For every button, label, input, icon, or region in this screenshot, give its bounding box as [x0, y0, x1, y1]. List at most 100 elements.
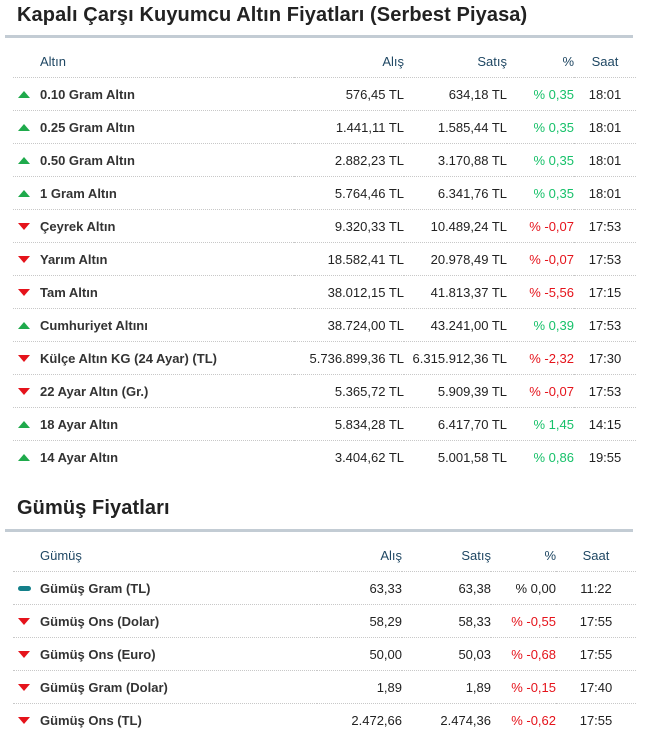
change-percent: % -0,55	[491, 604, 556, 638]
item-name[interactable]: Gümüş Ons (Dolar)	[13, 604, 317, 638]
item-name[interactable]: Külçe Altın KG (24 Ayar) (TL)	[13, 341, 294, 375]
trend-up-icon	[18, 454, 30, 461]
buy-price: 5.764,46 TL	[294, 176, 404, 210]
item-name[interactable]: Gümüş Ons (Euro)	[13, 637, 317, 671]
update-time: 17:53	[574, 242, 636, 276]
item-name[interactable]: Tam Altın	[13, 275, 294, 309]
update-time: 17:53	[574, 209, 636, 243]
col-pct: %	[544, 547, 556, 563]
item-name-label: Gümüş Gram (TL)	[40, 580, 151, 596]
change-percent: % -0,07	[507, 242, 574, 276]
table-row[interactable]: 18 Ayar Altın 5.834,28 TL 6.417,70 TL % …	[13, 407, 636, 441]
sell-price: 41.813,37 TL	[404, 275, 507, 309]
item-name[interactable]: Çeyrek Altın	[13, 209, 294, 243]
item-name-label: Yarım Altın	[40, 251, 108, 267]
trend-down-icon	[18, 651, 30, 658]
sell-price: 3.170,88 TL	[404, 143, 507, 177]
item-name[interactable]: Gümüş Ons (TL)	[13, 703, 317, 736]
sell-price: 6.315.912,36 TL	[404, 341, 507, 375]
gold-section-title: Kapalı Çarşı Kuyumcu Altın Fiyatları (Se…	[17, 4, 528, 26]
table-row[interactable]: 22 Ayar Altın (Gr.) 5.365,72 TL 5.909,39…	[13, 374, 636, 408]
update-time: 17:55	[556, 637, 636, 671]
table-row[interactable]: Gümüş Gram (TL) 63,33 63,38 % 0,00 11:22	[13, 571, 636, 605]
update-time: 14:15	[574, 407, 636, 441]
change-percent: % 0,00	[491, 571, 556, 605]
trend-down-icon	[18, 717, 30, 724]
buy-price: 5.365,72 TL	[294, 374, 404, 408]
trend-down-icon	[18, 256, 30, 263]
sell-price: 5.909,39 TL	[404, 374, 507, 408]
table-row[interactable]: Gümüş Ons (TL) 2.472,66 2.474,36 % -0,62…	[13, 703, 636, 736]
buy-price: 576,45 TL	[294, 77, 404, 111]
update-time: 18:01	[574, 77, 636, 111]
silver-title-divider	[5, 529, 633, 532]
table-row[interactable]: Çeyrek Altın 9.320,33 TL 10.489,24 TL % …	[13, 209, 636, 243]
sell-price: 10.489,24 TL	[404, 209, 507, 243]
sell-price: 20.978,49 TL	[404, 242, 507, 276]
col-sell: Satış	[461, 547, 491, 563]
item-name[interactable]: Cumhuriyet Altını	[13, 308, 294, 342]
trend-down-icon	[18, 684, 30, 691]
item-name-label: 0.10 Gram Altın	[40, 86, 135, 102]
col-name: Altın	[40, 53, 67, 69]
sell-price: 6.341,76 TL	[404, 176, 507, 210]
col-pct: %	[562, 53, 574, 69]
item-name[interactable]: 14 Ayar Altın	[13, 440, 294, 473]
update-time: 18:01	[574, 110, 636, 144]
trend-flat-icon	[18, 586, 31, 591]
change-percent: % -2,32	[507, 341, 574, 375]
item-name[interactable]: Gümüş Gram (Dolar)	[13, 670, 317, 704]
gold-title-divider	[5, 35, 633, 38]
trend-up-icon	[18, 157, 30, 164]
table-row[interactable]: 0.50 Gram Altın 2.882,23 TL 3.170,88 TL …	[13, 143, 636, 177]
change-percent: % -0,15	[491, 670, 556, 704]
table-row[interactable]: Gümüş Gram (Dolar) 1,89 1,89 % -0,15 17:…	[13, 670, 636, 704]
table-row[interactable]: Gümüş Ons (Dolar) 58,29 58,33 % -0,55 17…	[13, 604, 636, 638]
buy-price: 38.012,15 TL	[294, 275, 404, 309]
item-name-label: Tam Altın	[40, 284, 98, 300]
item-name[interactable]: 1 Gram Altın	[13, 176, 294, 210]
update-time: 17:40	[556, 670, 636, 704]
buy-price: 5.736.899,36 TL	[294, 341, 404, 375]
table-row[interactable]: Cumhuriyet Altını 38.724,00 TL 43.241,00…	[13, 308, 636, 342]
buy-price: 9.320,33 TL	[294, 209, 404, 243]
buy-price: 2.472,66	[317, 703, 402, 736]
table-row[interactable]: Tam Altın 38.012,15 TL 41.813,37 TL % -5…	[13, 275, 636, 309]
item-name[interactable]: 0.10 Gram Altın	[13, 77, 294, 111]
update-time: 17:53	[574, 374, 636, 408]
col-time: Saat	[591, 53, 619, 69]
table-row[interactable]: Gümüş Ons (Euro) 50,00 50,03 % -0,68 17:…	[13, 637, 636, 671]
update-time: 11:22	[556, 571, 636, 605]
table-row[interactable]: 14 Ayar Altın 3.404,62 TL 5.001,58 TL % …	[13, 440, 636, 473]
table-header: Gümüş Alış Satış % Saat	[13, 539, 636, 572]
update-time: 17:55	[556, 604, 636, 638]
item-name-label: Gümüş Ons (Dolar)	[40, 613, 160, 629]
trend-down-icon	[18, 289, 30, 296]
table-header: Altın Alış Satış % Saat	[13, 45, 636, 78]
item-name[interactable]: 22 Ayar Altın (Gr.)	[13, 374, 294, 408]
sell-price: 5.001,58 TL	[404, 440, 507, 473]
item-name-label: Çeyrek Altın	[40, 218, 116, 234]
table-row[interactable]: Yarım Altın 18.582,41 TL 20.978,49 TL % …	[13, 242, 636, 276]
table-row[interactable]: 0.25 Gram Altın 1.441,11 TL 1.585,44 TL …	[13, 110, 636, 144]
update-time: 17:30	[574, 341, 636, 375]
buy-price: 18.582,41 TL	[294, 242, 404, 276]
item-name[interactable]: 18 Ayar Altın	[13, 407, 294, 441]
table-row[interactable]: 1 Gram Altın 5.764,46 TL 6.341,76 TL % 0…	[13, 176, 636, 210]
table-row[interactable]: Külçe Altın KG (24 Ayar) (TL) 5.736.899,…	[13, 341, 636, 375]
item-name[interactable]: Gümüş Gram (TL)	[13, 571, 317, 605]
buy-price: 5.834,28 TL	[294, 407, 404, 441]
change-percent: % 0,35	[507, 176, 574, 210]
col-buy: Alış	[380, 547, 402, 563]
item-name[interactable]: Yarım Altın	[13, 242, 294, 276]
item-name[interactable]: 0.50 Gram Altın	[13, 143, 294, 177]
table-row[interactable]: 0.10 Gram Altın 576,45 TL 634,18 TL % 0,…	[13, 77, 636, 111]
silver-section-title: Gümüş Fiyatları	[17, 497, 170, 519]
buy-price: 38.724,00 TL	[294, 308, 404, 342]
change-percent: % -0,62	[491, 703, 556, 736]
item-name[interactable]: 0.25 Gram Altın	[13, 110, 294, 144]
item-name-label: Gümüş Ons (Euro)	[40, 646, 156, 662]
change-percent: % -0,07	[507, 374, 574, 408]
trend-up-icon	[18, 322, 30, 329]
trend-down-icon	[18, 618, 30, 625]
